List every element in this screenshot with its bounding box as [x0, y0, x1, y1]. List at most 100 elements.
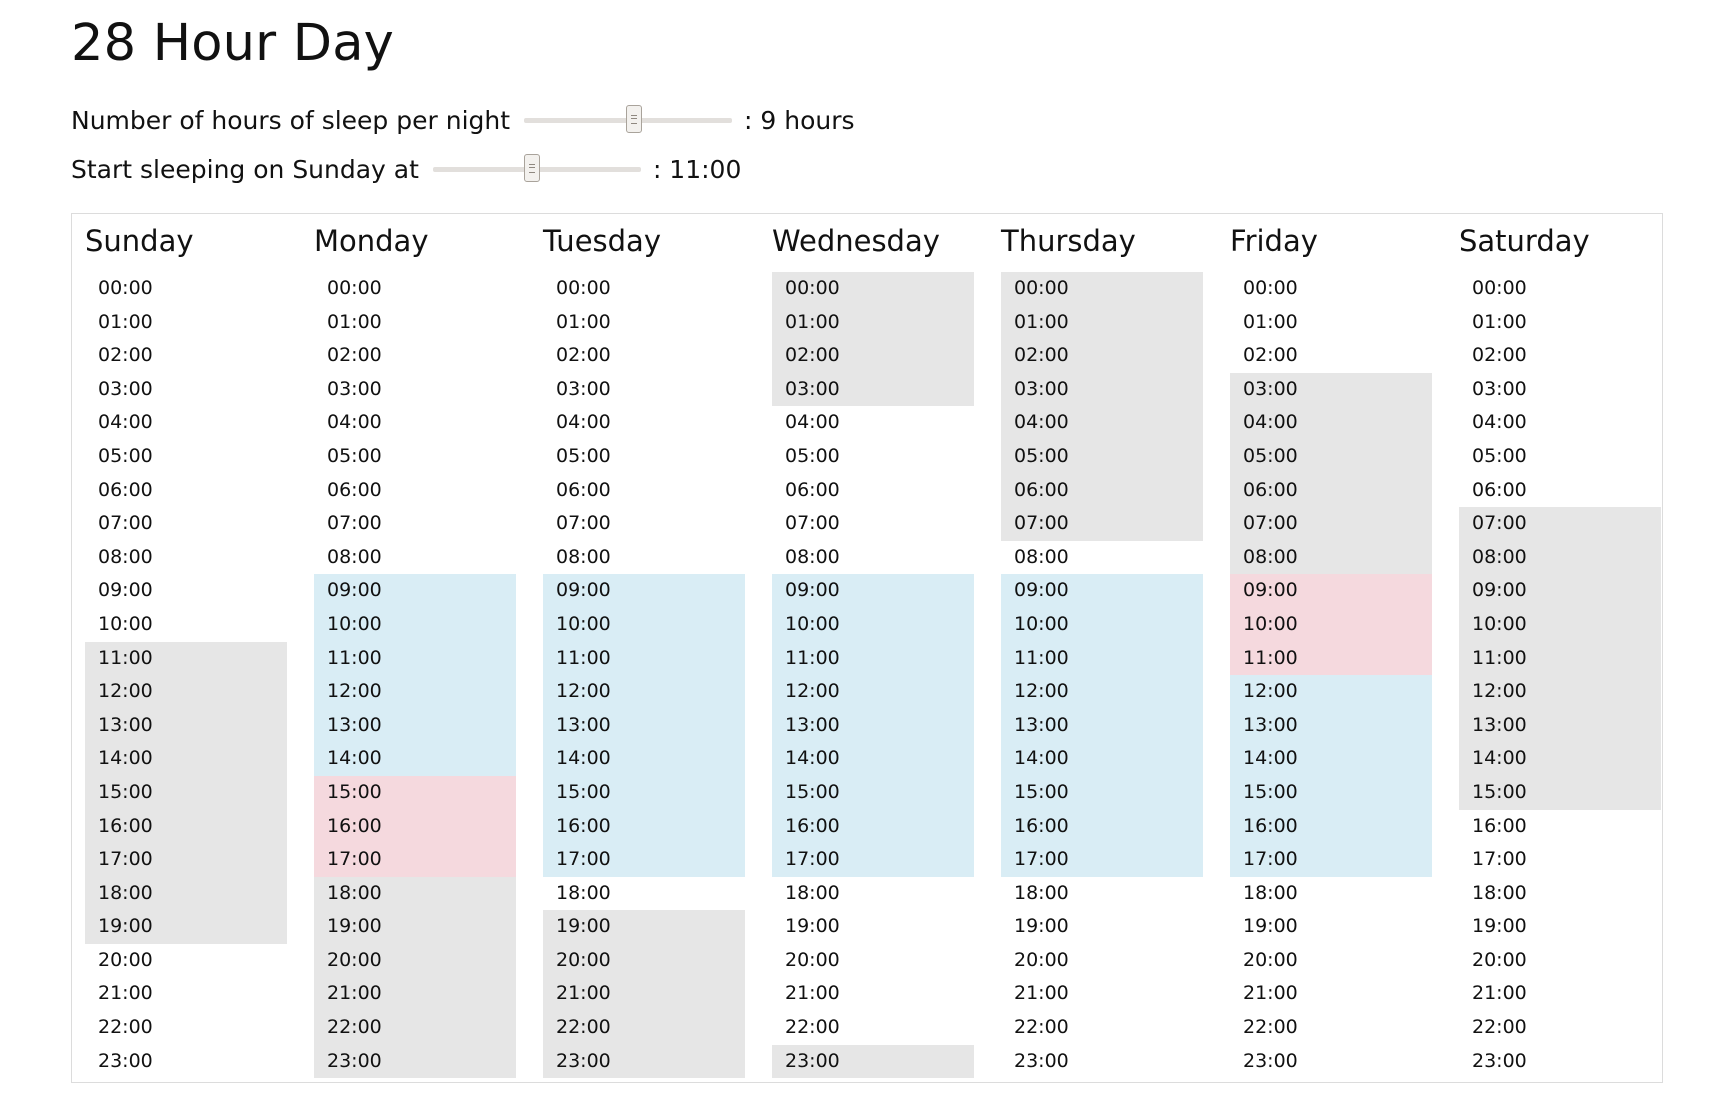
hour-cell: 13:00: [1001, 708, 1203, 743]
hour-cell: 18:00: [1014, 881, 1069, 904]
hour-cell: 08:00: [556, 545, 611, 568]
hour-cell: 07:00: [556, 512, 611, 535]
hour-cell: 13:00: [85, 708, 287, 743]
hour-cell: 23:00: [543, 1044, 745, 1079]
hour-cell: 09:00: [314, 574, 516, 608]
hour-cell: 21:00: [543, 977, 745, 1012]
hour-cell: 02:00: [327, 344, 382, 367]
day-title: Tuesday: [543, 224, 661, 258]
hour-cell: 02:00: [1001, 339, 1203, 373]
hour-cell: 03:00: [772, 372, 974, 407]
hour-cell: 00:00: [1472, 277, 1527, 299]
hour-cell: 18:00: [314, 876, 516, 911]
hour-cell: 06:00: [327, 478, 382, 501]
sleep-hours-label: Number of hours of sleep per night: [71, 105, 511, 135]
hour-cell: 14:00: [1001, 742, 1203, 776]
hour-cell: 04:00: [785, 411, 840, 434]
hour-cell: 07:00: [785, 512, 840, 535]
hour-cell: 20:00: [314, 943, 516, 978]
hour-cell: 18:00: [556, 881, 611, 904]
start-time-slider[interactable]: [432, 154, 641, 184]
hour-cell: 09:00: [1001, 574, 1203, 608]
day-title: Monday: [314, 224, 429, 258]
hour-cell: 16:00: [85, 809, 287, 844]
hour-cell: 11:00: [1230, 641, 1432, 676]
hour-cell: 07:00: [1230, 507, 1432, 541]
hour-cell: 13:00: [772, 708, 974, 743]
hour-cell: 10:00: [1001, 607, 1203, 642]
hour-cell: 12:00: [1459, 675, 1661, 709]
hour-cell: 01:00: [556, 310, 611, 333]
day-title: Thursday: [1001, 224, 1136, 258]
hour-cell: 09:00: [1230, 574, 1432, 608]
hour-cell: 03:00: [1001, 372, 1203, 407]
hour-cell: 03:00: [1230, 372, 1432, 407]
hour-cell: 03:00: [98, 377, 153, 400]
hour-cell: 22:00: [1472, 1016, 1527, 1039]
hour-cell: 15:00: [772, 775, 974, 810]
hour-cell: 05:00: [556, 444, 611, 467]
hour-cell: 04:00: [98, 411, 153, 434]
hour-cell: 12:00: [85, 675, 287, 709]
hour-cell: 12:00: [314, 675, 516, 709]
hour-cell: 06:00: [556, 478, 611, 501]
hour-cell: 08:00: [1230, 540, 1432, 575]
hour-cell: 10:00: [1230, 607, 1432, 642]
hour-cell: 04:00: [1001, 406, 1203, 440]
hour-cell: 10:00: [772, 607, 974, 642]
hour-cell: 04:00: [1472, 411, 1527, 434]
hour-cell: 14:00: [1459, 742, 1661, 776]
hour-cell: 12:00: [543, 675, 745, 709]
hour-cell: 16:00: [772, 809, 974, 844]
hour-cell: 22:00: [543, 1011, 745, 1045]
hour-cell: 08:00: [1014, 545, 1069, 568]
hour-cell: 17:00: [85, 843, 287, 877]
hour-cell: 04:00: [1230, 406, 1432, 440]
hour-list: 00:00 01:00 02:00 03:00 04:00 05:00 06:00 07:00…: [314, 272, 516, 1079]
hour-cell: 14:00: [772, 742, 974, 776]
start-time-label: Start sleeping on Sunday at: [71, 154, 419, 184]
hour-cell: 02:00: [1243, 344, 1298, 367]
hour-cell: 12:00: [1230, 675, 1432, 709]
hour-cell: 19:00: [85, 910, 287, 944]
hour-cell: 02:00: [556, 344, 611, 367]
hour-cell: 06:00: [785, 478, 840, 501]
hour-cell: 16:00: [543, 809, 745, 844]
hour-cell: 08:00: [1459, 540, 1661, 575]
hour-cell: 23:00: [1243, 1049, 1298, 1072]
start-time-value: : 11:00: [652, 154, 742, 184]
page-title: 28 Hour Day: [71, 14, 395, 73]
hour-cell: 10:00: [314, 607, 516, 642]
hour-cell: 12:00: [772, 675, 974, 709]
sleep-hours-slider[interactable]: [524, 105, 733, 135]
hour-cell: 02:00: [98, 344, 153, 367]
hour-cell: 03:00: [327, 377, 382, 400]
hour-cell: 00:00: [556, 277, 611, 299]
hour-cell: 14:00: [1230, 742, 1432, 776]
hour-cell: 05:00: [1472, 444, 1527, 467]
hour-cell: 22:00: [98, 1016, 153, 1039]
hour-cell: 19:00: [1014, 915, 1069, 938]
hour-cell: 02:00: [1472, 344, 1527, 367]
slider-thumb[interactable]: [626, 105, 643, 133]
hour-cell: 19:00: [1243, 915, 1298, 938]
hour-cell: 21:00: [1472, 982, 1527, 1005]
hour-cell: 11:00: [772, 641, 974, 676]
hour-cell: 18:00: [1472, 881, 1527, 904]
hour-list: 00:00 01:00 02:00 03:00 04:00 05:00 06:00 07:00…: [1459, 272, 1661, 1078]
hour-cell: 18:00: [85, 876, 287, 911]
slider-thumb[interactable]: [524, 154, 541, 182]
hour-cell: 05:00: [1001, 439, 1203, 474]
hour-cell: 05:00: [1230, 439, 1432, 474]
hour-cell: 16:00: [1230, 809, 1432, 844]
hour-cell: 02:00: [772, 339, 974, 373]
hour-cell: 14:00: [314, 742, 516, 776]
hour-cell: 17:00: [543, 843, 745, 877]
hour-cell: 20:00: [1014, 948, 1069, 971]
hour-cell: 04:00: [327, 411, 382, 434]
hour-cell: 15:00: [1459, 775, 1661, 810]
hour-cell: 22:00: [1014, 1016, 1069, 1039]
hour-cell: 03:00: [556, 377, 611, 400]
hour-cell: 16:00: [1001, 809, 1203, 844]
hour-cell: 04:00: [556, 411, 611, 434]
